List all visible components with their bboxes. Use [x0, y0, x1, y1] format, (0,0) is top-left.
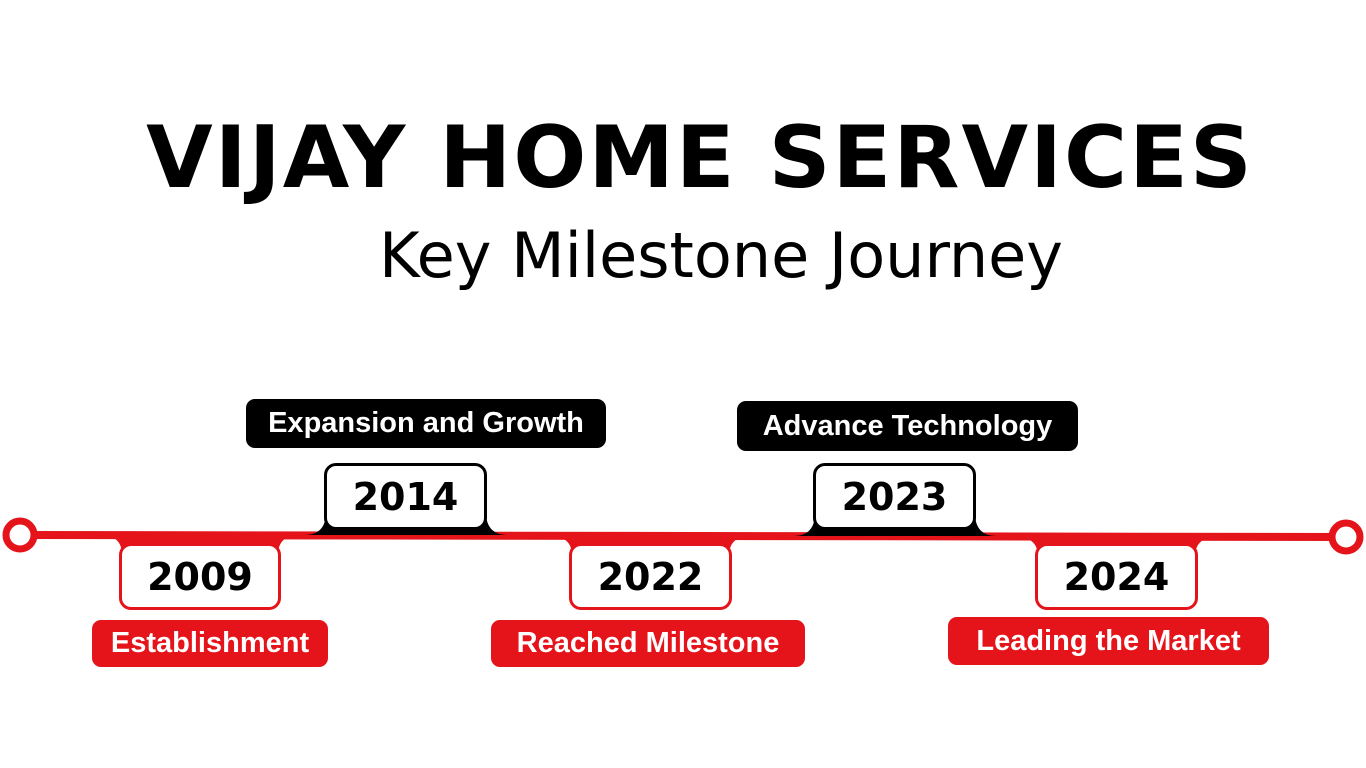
page-title: VIJAY HOME SERVICES [146, 108, 1254, 208]
milestone-label-expansion: Expansion and Growth [246, 399, 606, 448]
year-box-2009: 2009 [119, 543, 281, 610]
milestone-label-reached: Reached Milestone [491, 620, 805, 667]
milestone-label-establishment: Establishment [92, 620, 328, 667]
milestone-label-technology: Advance Technology [737, 401, 1078, 451]
milestone-label-leading: Leading the Market [948, 617, 1269, 665]
year-box-2023: 2023 [813, 463, 976, 530]
timeline-start-node [2, 517, 38, 553]
year-box-2024: 2024 [1035, 543, 1198, 610]
timeline-end-node [1328, 519, 1364, 555]
page-subtitle: Key Milestone Journey [379, 219, 1063, 292]
year-box-2022: 2022 [569, 543, 732, 610]
year-box-2014: 2014 [324, 463, 487, 530]
